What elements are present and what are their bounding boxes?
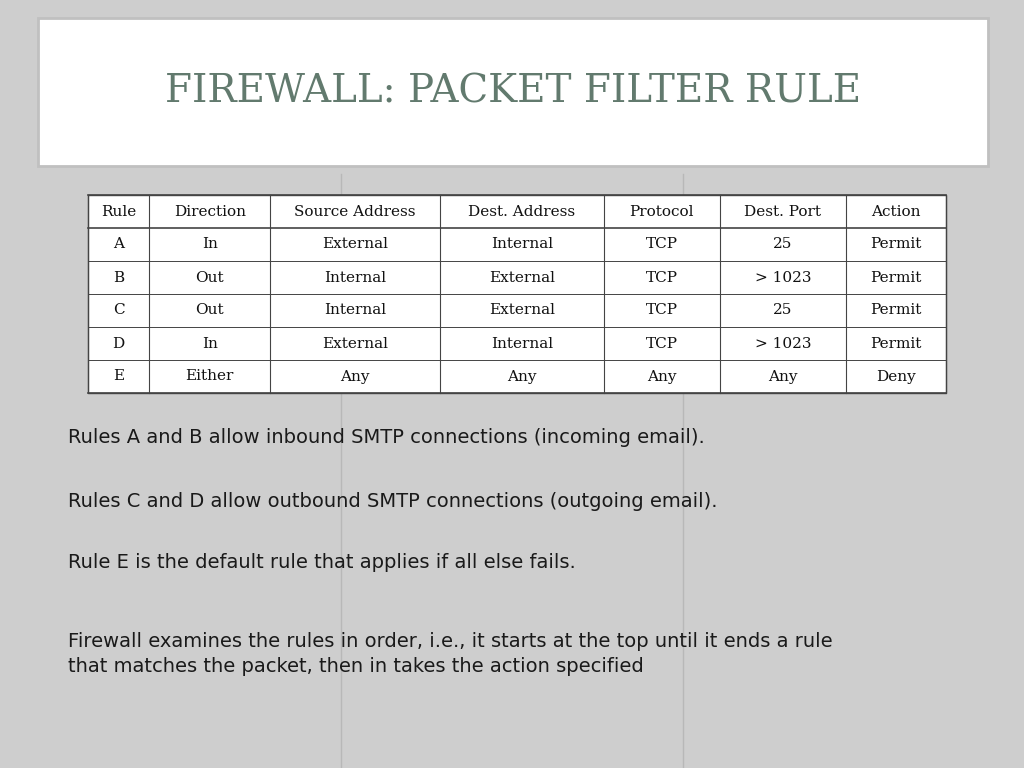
Text: FIREWALL: PACKET FILTER RULE: FIREWALL: PACKET FILTER RULE — [165, 74, 861, 111]
Text: Rule: Rule — [101, 204, 136, 219]
Text: Permit: Permit — [870, 336, 922, 350]
Text: A: A — [113, 237, 124, 251]
Text: Out: Out — [196, 270, 224, 284]
Text: Action: Action — [871, 204, 921, 219]
Text: Internal: Internal — [324, 270, 386, 284]
Text: 25: 25 — [773, 303, 793, 317]
Text: TCP: TCP — [646, 336, 678, 350]
Text: Direction: Direction — [174, 204, 246, 219]
Text: External: External — [323, 336, 388, 350]
Text: Any: Any — [768, 369, 798, 383]
Text: Protocol: Protocol — [630, 204, 694, 219]
Text: > 1023: > 1023 — [755, 336, 811, 350]
Text: Permit: Permit — [870, 270, 922, 284]
Text: Internal: Internal — [490, 336, 553, 350]
Bar — [88, 195, 946, 393]
Text: > 1023: > 1023 — [755, 270, 811, 284]
Text: C: C — [113, 303, 124, 317]
Text: E: E — [113, 369, 124, 383]
Text: In: In — [202, 336, 218, 350]
Text: Rules C and D allow outbound SMTP connections (outgoing email).: Rules C and D allow outbound SMTP connec… — [68, 492, 718, 511]
Text: Either: Either — [185, 369, 233, 383]
Text: Dest. Port: Dest. Port — [744, 204, 821, 219]
Text: External: External — [323, 237, 388, 251]
Text: Out: Out — [196, 303, 224, 317]
Text: D: D — [113, 336, 125, 350]
Text: TCP: TCP — [646, 237, 678, 251]
Text: 25: 25 — [773, 237, 793, 251]
Text: Internal: Internal — [490, 237, 553, 251]
Text: Permit: Permit — [870, 237, 922, 251]
Text: Any: Any — [507, 369, 537, 383]
Text: Source Address: Source Address — [294, 204, 416, 219]
Text: Firewall examines the rules in order, i.e., it starts at the top until it ends a: Firewall examines the rules in order, i.… — [68, 632, 833, 676]
Text: Any: Any — [340, 369, 370, 383]
Text: Deny: Deny — [877, 369, 916, 383]
Text: Dest. Address: Dest. Address — [468, 204, 575, 219]
Text: Internal: Internal — [324, 303, 386, 317]
Text: Any: Any — [647, 369, 677, 383]
Text: External: External — [488, 270, 555, 284]
Text: B: B — [113, 270, 124, 284]
Text: External: External — [488, 303, 555, 317]
Text: Rules A and B allow inbound SMTP connections (incoming email).: Rules A and B allow inbound SMTP connect… — [68, 428, 705, 447]
Text: TCP: TCP — [646, 270, 678, 284]
Text: Rule E is the default rule that applies if all else fails.: Rule E is the default rule that applies … — [68, 553, 575, 572]
Text: TCP: TCP — [646, 303, 678, 317]
Bar — [38, 18, 988, 166]
Text: Permit: Permit — [870, 303, 922, 317]
Text: In: In — [202, 237, 218, 251]
